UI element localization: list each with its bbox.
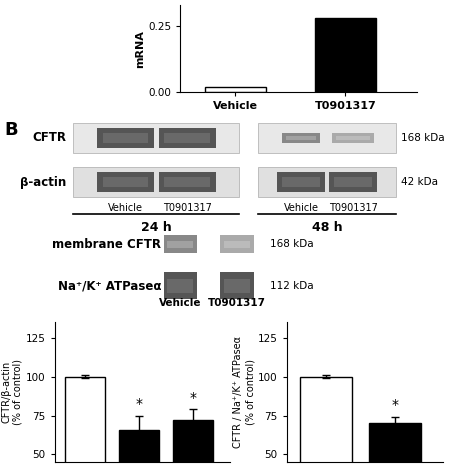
Text: CFTR: CFTR xyxy=(32,131,66,144)
Bar xyxy=(173,420,213,474)
Bar xyxy=(315,18,376,92)
Bar xyxy=(224,279,250,292)
Bar xyxy=(286,136,316,140)
Text: membrane CFTR: membrane CFTR xyxy=(52,238,161,251)
Bar xyxy=(164,236,197,254)
Bar xyxy=(159,172,216,192)
Bar xyxy=(329,172,377,192)
Text: *: * xyxy=(392,399,399,412)
Bar xyxy=(220,272,254,300)
Text: β-actin: β-actin xyxy=(20,176,66,189)
Bar xyxy=(334,177,373,187)
Bar xyxy=(282,133,320,143)
Bar xyxy=(73,167,239,197)
Bar xyxy=(164,272,197,300)
Text: T0901317: T0901317 xyxy=(208,298,266,309)
Bar xyxy=(224,241,250,248)
Bar xyxy=(97,128,154,148)
Bar xyxy=(159,128,216,148)
Bar xyxy=(258,123,396,153)
Text: Na⁺/K⁺ ATPaseα: Na⁺/K⁺ ATPaseα xyxy=(58,279,161,292)
Bar xyxy=(167,241,193,248)
Bar xyxy=(205,87,265,92)
Text: 168 kDa: 168 kDa xyxy=(401,133,444,143)
Text: T0901317: T0901317 xyxy=(328,203,378,213)
Bar xyxy=(97,172,154,192)
Bar xyxy=(277,172,325,192)
Text: Vehicle: Vehicle xyxy=(283,203,319,213)
Bar xyxy=(336,136,370,140)
Y-axis label: CFTR/β-actin
(% of control): CFTR/β-actin (% of control) xyxy=(1,359,23,425)
Text: T0901317: T0901317 xyxy=(163,203,212,213)
Text: *: * xyxy=(136,397,142,411)
Bar xyxy=(64,377,105,474)
Y-axis label: mRNA: mRNA xyxy=(135,30,145,67)
Text: 24 h: 24 h xyxy=(141,221,172,234)
Text: 168 kDa: 168 kDa xyxy=(270,239,314,249)
Text: 112 kDa: 112 kDa xyxy=(270,281,314,291)
Bar xyxy=(282,177,320,187)
Bar xyxy=(332,133,374,143)
Text: 42 kDa: 42 kDa xyxy=(401,177,438,187)
Bar xyxy=(103,133,148,143)
Text: Vehicle: Vehicle xyxy=(159,298,201,309)
Y-axis label: CFTR / Na⁺/K⁺ ATPaseα
(% of control): CFTR / Na⁺/K⁺ ATPaseα (% of control) xyxy=(234,336,255,448)
Bar xyxy=(164,177,210,187)
Bar xyxy=(369,423,421,474)
Bar xyxy=(167,279,193,292)
Text: 48 h: 48 h xyxy=(312,221,342,234)
Text: Vehicle: Vehicle xyxy=(108,203,143,213)
Text: B: B xyxy=(5,121,18,139)
Bar xyxy=(73,123,239,153)
Bar xyxy=(300,377,352,474)
Bar xyxy=(103,177,148,187)
Text: *: * xyxy=(189,391,196,405)
Bar xyxy=(164,133,210,143)
Bar xyxy=(258,167,396,197)
Bar xyxy=(220,236,254,254)
Bar xyxy=(118,429,159,474)
